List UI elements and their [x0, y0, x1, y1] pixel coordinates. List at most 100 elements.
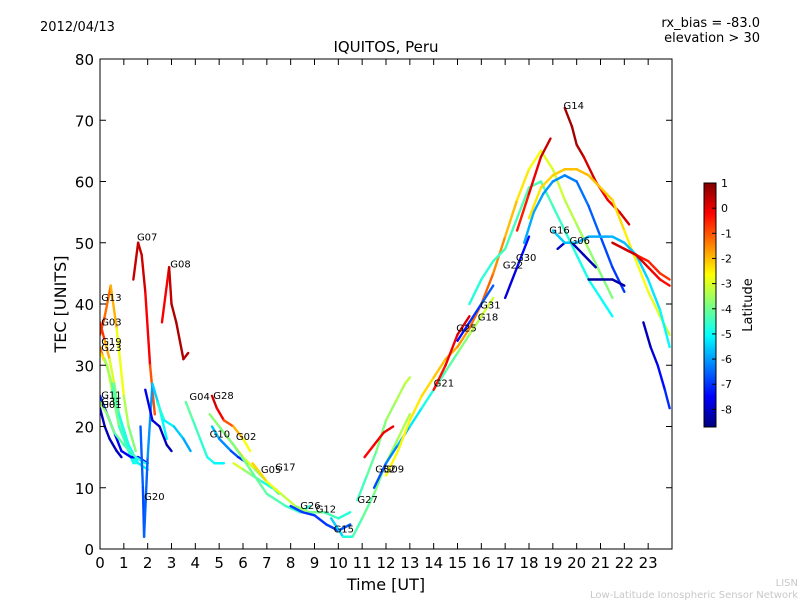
satellite-label: G14: [564, 101, 584, 112]
series-segment: [587, 247, 602, 275]
rx-bias-label: rx_bias = -83.0: [661, 16, 760, 31]
series-g20b: [551, 229, 671, 349]
series-segment: [103, 425, 111, 440]
satellite-label: G07: [137, 232, 157, 243]
series-segment: [356, 474, 369, 502]
series-segment: [103, 357, 114, 385]
series-segment: [575, 143, 586, 159]
satellite-label: G04: [189, 392, 209, 403]
satellite-label: G13: [101, 293, 121, 304]
series-g25: [432, 315, 471, 391]
series-segment: [372, 431, 385, 447]
satellite-label: G03: [101, 317, 121, 328]
colorbar-tick-label: -3: [721, 278, 732, 291]
series-segment: [182, 437, 192, 453]
series-segment: [210, 425, 221, 440]
x-tick-label: 1: [119, 554, 129, 572]
series-segment: [139, 425, 145, 489]
series-segment: [420, 388, 435, 410]
series-g04: [184, 400, 226, 465]
y-axis: 0 10 20 30 40 50 60 70 80: [75, 51, 672, 559]
series-segment: [184, 400, 195, 422]
series-segment: [456, 321, 471, 342]
series-segment: [396, 419, 412, 453]
series-segment: [110, 382, 121, 416]
x-tick-label: 22: [615, 554, 634, 572]
series-g28: [210, 394, 252, 453]
series-segment: [100, 321, 106, 342]
series-segment: [456, 327, 471, 349]
series-segment: [527, 186, 543, 220]
series-segment: [313, 514, 328, 526]
series-segment: [155, 400, 166, 422]
series-segment: [103, 339, 111, 361]
series-segment: [420, 376, 435, 398]
y-tick-label: 20: [75, 419, 94, 437]
series-segment: [241, 455, 257, 471]
series-segment: [222, 419, 235, 428]
series-g01: [100, 406, 123, 459]
series-g20: [139, 382, 168, 538]
series-segment: [248, 468, 269, 496]
series-segment: [515, 192, 531, 232]
series-segment: [503, 217, 519, 251]
series-segment: [599, 235, 614, 269]
series-segment: [656, 364, 667, 391]
series-segment: [646, 266, 662, 281]
x-tick-label: 21: [591, 554, 610, 572]
x-axis: 0 1 2 3 4 5 6 7 8 9 10 11 12 13 14 15 16 17 18 19 20 21 22 23: [95, 59, 658, 572]
series-segment: [144, 388, 154, 422]
series-segment: [408, 394, 423, 422]
elevation-label: elevation > 30: [664, 31, 760, 46]
series-segment: [611, 235, 626, 244]
series-layer: [100, 106, 671, 538]
series-g15: [329, 413, 412, 538]
x-tick-label: 17: [496, 554, 515, 572]
series-segment: [132, 241, 140, 281]
x-tick-label: 12: [376, 554, 395, 572]
footer-network: Low-Latitude Ionospheric Sensor Network: [590, 590, 798, 600]
series-segment: [146, 382, 154, 459]
series-segment: [100, 400, 109, 416]
series-segment: [337, 523, 352, 532]
series-segment: [115, 449, 123, 459]
y-tick-label: 0: [84, 541, 94, 559]
colorbar: [703, 182, 717, 428]
x-tick-label: 0: [95, 554, 105, 572]
series-segment: [100, 315, 106, 336]
series-segment: [382, 425, 395, 434]
series-g16b: [523, 174, 626, 293]
series-segment: [113, 431, 126, 447]
satellite-label: G18: [478, 313, 498, 324]
series-segment: [127, 425, 137, 453]
series-g18: [456, 284, 495, 342]
series-segment: [618, 210, 631, 226]
satellite-label: G05: [261, 465, 281, 476]
series-g14: [563, 106, 631, 226]
y-tick-label: 50: [75, 235, 94, 253]
series-g08: [160, 266, 190, 361]
series-segment: [575, 235, 590, 244]
colorbar-ticks: 1 0 -1 -2 -3 -4 -5 -6 -7 -8: [712, 177, 732, 416]
series-segment: [570, 125, 578, 146]
series-segment: [160, 266, 171, 324]
series-segment: [363, 443, 376, 459]
series-segment: [109, 284, 118, 330]
x-tick-label: 16: [472, 554, 491, 572]
y-axis-label: TEC [UNITS]: [51, 256, 70, 354]
satellite-label: G02: [236, 432, 256, 443]
series-segment: [241, 437, 252, 453]
series-segment: [527, 155, 543, 195]
series-segment: [384, 443, 400, 465]
series-segment: [658, 272, 671, 281]
series-segment: [100, 351, 106, 361]
satellite-label: G11: [101, 390, 121, 401]
series-segment: [241, 468, 254, 477]
series-segment: [217, 437, 233, 453]
series-segment: [503, 266, 519, 300]
satellite-label: G23: [101, 343, 121, 354]
x-tick-label: 13: [400, 554, 419, 572]
satellite-label: G25: [456, 324, 476, 335]
